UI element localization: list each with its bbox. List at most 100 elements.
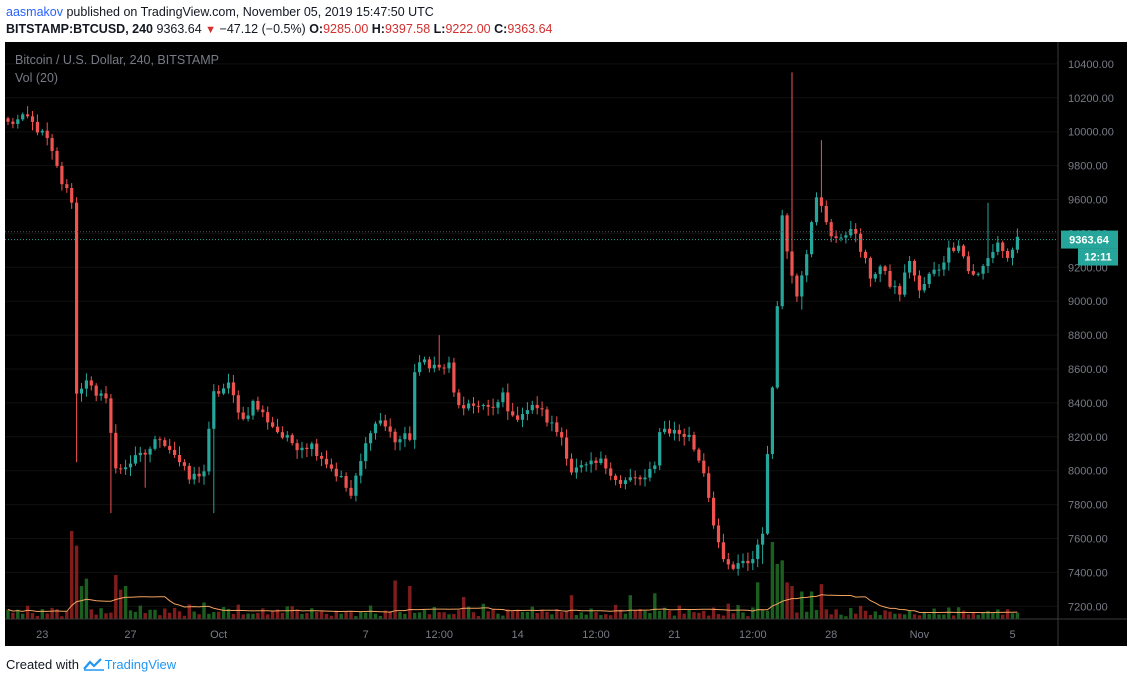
volume-bar	[863, 610, 868, 619]
price-chart[interactable]: 7200.00 7400.00 7600.00 7800.00 8000.00 8200.…	[5, 42, 1127, 646]
volume-bar	[290, 606, 294, 619]
candle-body	[344, 476, 348, 488]
x-tick-label: 27	[124, 629, 136, 641]
candle-body	[442, 367, 446, 369]
volume-bar	[40, 609, 44, 619]
volume-bar	[506, 609, 510, 619]
publish-line: aasmakov published on TradingView.com, N…	[6, 5, 434, 19]
volume-bar	[760, 609, 765, 619]
volume-bar	[496, 613, 500, 619]
candle-body	[315, 443, 319, 456]
candle-body	[966, 256, 970, 272]
created-with-text: Created with	[6, 657, 79, 672]
volume-bar	[961, 610, 966, 619]
volume-bar	[481, 603, 485, 619]
candle-body	[785, 215, 789, 252]
candle-body	[70, 188, 74, 203]
candle-body	[672, 429, 676, 434]
candle-body	[50, 138, 54, 151]
volume-bar	[535, 612, 539, 619]
volume-bar	[829, 614, 833, 619]
candle-body	[702, 460, 706, 474]
candle-body	[849, 229, 853, 236]
volume-bar	[633, 610, 637, 619]
volume-bar	[638, 608, 642, 619]
candle-body	[721, 542, 725, 560]
countdown-text: 12:11	[1084, 252, 1112, 264]
last-price-tag	[1061, 230, 1118, 249]
candle-body	[84, 380, 88, 389]
y-tick-label: 7800.00	[1068, 500, 1108, 512]
candle-body	[927, 273, 931, 284]
candle-body	[986, 258, 990, 267]
candle-body	[506, 392, 510, 412]
volume-bar	[883, 610, 887, 619]
volume-bar	[903, 614, 907, 619]
candle-body	[623, 480, 627, 484]
volume-bar	[261, 608, 265, 619]
candle-body	[452, 362, 456, 393]
candle-body	[427, 359, 431, 369]
volume-bar	[599, 615, 603, 619]
volume-bar	[927, 613, 931, 619]
volume-bar	[971, 612, 975, 619]
volume-bar	[270, 610, 275, 619]
volume-bar	[119, 589, 123, 619]
candle-body	[957, 245, 961, 251]
volume-bar	[976, 614, 980, 619]
volume-bar	[956, 607, 961, 619]
volume-bar	[60, 616, 64, 619]
candle-body	[712, 497, 716, 526]
candle-body	[339, 476, 343, 478]
candle-body	[917, 275, 921, 291]
x-tick-label: 7	[363, 629, 369, 641]
volume-bar	[692, 612, 696, 619]
volume-bar	[143, 613, 147, 619]
volume-bar	[569, 595, 574, 619]
volume-bar	[236, 604, 240, 619]
volume-bar	[942, 614, 946, 619]
candle-body	[295, 443, 299, 451]
candle-body	[153, 439, 157, 449]
candle-body	[535, 404, 539, 409]
volume-bar	[99, 608, 103, 619]
candle-body	[192, 473, 196, 480]
candle-body	[79, 388, 84, 394]
candle-body	[658, 432, 662, 466]
candle-body	[844, 235, 848, 238]
candle-body	[716, 525, 721, 543]
volume-bar	[711, 607, 716, 619]
volume-bar	[251, 613, 255, 619]
volume-bar	[824, 609, 828, 619]
candle-body	[403, 433, 407, 440]
tradingview-link[interactable]: TradingView	[104, 657, 177, 672]
candle-body	[868, 258, 872, 279]
candle-body	[114, 432, 118, 469]
volume-bar	[310, 608, 314, 619]
chart-panel[interactable]: 7200.00 7400.00 7600.00 7800.00 8000.00 8200.…	[5, 42, 1127, 646]
volume-bar	[432, 606, 436, 619]
candle-body	[814, 197, 819, 223]
author-link[interactable]: aasmakov	[6, 5, 63, 19]
volume-bar	[280, 612, 285, 619]
candle-body	[516, 415, 520, 420]
y-tick-label: 10000.00	[1068, 127, 1114, 139]
candle-body	[133, 455, 137, 464]
candle-body	[795, 275, 799, 297]
candle-body	[824, 205, 828, 223]
candle-body	[256, 400, 260, 410]
volume-bar	[192, 611, 196, 619]
volume-bar	[623, 613, 628, 619]
candle-body	[1006, 251, 1010, 258]
candle-body	[1015, 236, 1019, 250]
candle-body	[697, 449, 701, 461]
candle-body	[94, 385, 98, 396]
x-tick-label: 12:00	[582, 629, 610, 641]
volume-bar	[966, 614, 971, 619]
volume-bar	[520, 611, 525, 619]
candle-body	[991, 251, 995, 259]
volume-bar	[207, 613, 211, 619]
volume-bar	[256, 612, 260, 619]
candle-body	[202, 471, 206, 477]
y-tick-label: 8000.00	[1068, 466, 1108, 478]
